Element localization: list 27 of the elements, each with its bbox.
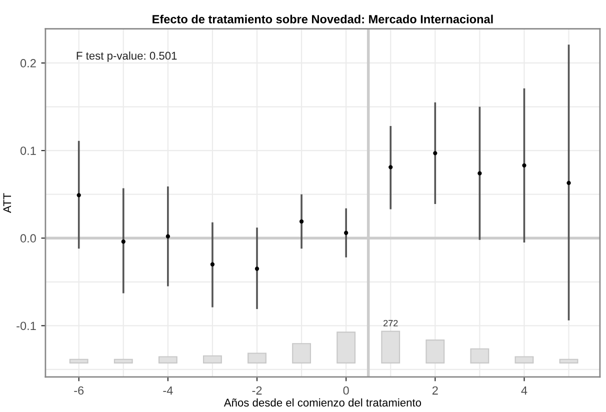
- x-tick-label: 0: [343, 386, 349, 395]
- y-tick-label: 0.0: [20, 234, 36, 243]
- x-tick-label: 2: [432, 386, 438, 395]
- point: [344, 230, 348, 235]
- x-tick-label: 4: [521, 386, 528, 395]
- point: [388, 165, 393, 170]
- chart-title: Efecto de tratamiento sobre Novedad: Mercado Internacional: [152, 14, 493, 24]
- point: [254, 266, 260, 271]
- y-tick-label: 0.1: [20, 146, 36, 155]
- point: [299, 219, 304, 224]
- annotation: 272: [384, 320, 398, 326]
- y-tick-label: 0.2: [20, 59, 36, 68]
- annotation: F test p-value: 0.501: [76, 52, 177, 62]
- x-tick-label: -2: [252, 386, 262, 395]
- x-axis-title: Años desde el comienzo del tratamiento: [224, 398, 422, 407]
- x-tick-label: -6: [74, 386, 84, 395]
- point: [210, 262, 215, 266]
- point: [478, 171, 482, 176]
- point: [121, 240, 126, 244]
- y-tick-label: -0.1: [16, 322, 36, 330]
- point: [522, 163, 526, 168]
- x-tick-label: -4: [163, 386, 173, 395]
- y-axis-title: ATT: [3, 193, 11, 213]
- point: [566, 180, 571, 186]
- point: [76, 193, 81, 198]
- point: [166, 234, 170, 238]
- point: [433, 151, 438, 156]
